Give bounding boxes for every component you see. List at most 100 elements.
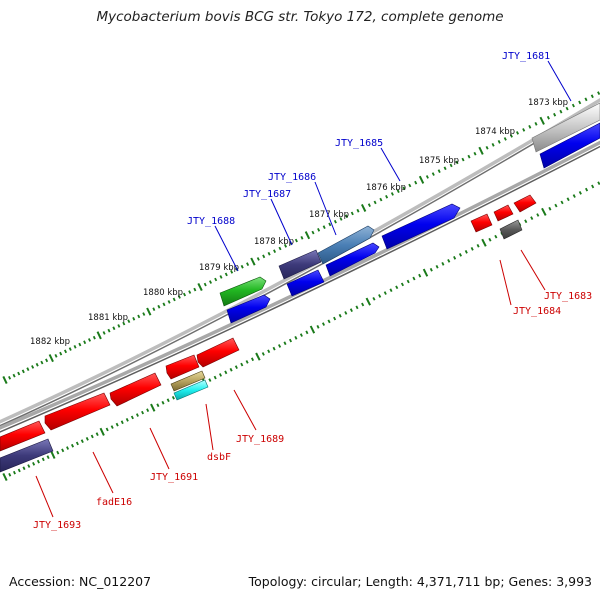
minor-tick — [355, 305, 359, 310]
minor-tick — [546, 115, 550, 120]
gene-block-red[interactable] — [109, 372, 162, 407]
gene-block-blue[interactable] — [286, 269, 325, 297]
accession-text: Accession: NC_012207 — [9, 574, 152, 589]
major-tick — [481, 238, 487, 247]
leader-lines — [35, 60, 572, 518]
minor-tick — [300, 236, 304, 240]
minor-tick — [230, 270, 234, 274]
minor-tick — [534, 122, 538, 126]
gene-block-red[interactable] — [0, 420, 46, 452]
gene-block-navy[interactable] — [0, 438, 54, 473]
minor-tick — [597, 181, 600, 186]
minor-tick — [435, 264, 439, 269]
gene-block-blue[interactable] — [226, 294, 271, 324]
gene-block-steel[interactable] — [317, 225, 375, 265]
reverse-strand-genes — [0, 194, 537, 473]
minor-tick — [21, 369, 25, 374]
minor-tick — [321, 322, 326, 326]
minor-tick — [78, 342, 82, 347]
scale-tick-track-inner — [2, 181, 600, 482]
minor-tick — [162, 302, 166, 307]
gene-block-red[interactable] — [44, 392, 111, 431]
minor-tick — [59, 351, 63, 356]
minor-tick — [56, 450, 60, 455]
tick-label: 1876 kbp — [366, 183, 406, 193]
minor-tick — [578, 190, 582, 195]
minor-tick — [488, 237, 492, 242]
minor-tick — [161, 400, 165, 405]
minor-tick — [322, 225, 326, 229]
minor-tick — [509, 134, 513, 138]
minor-tick — [294, 336, 298, 340]
minor-tick — [110, 425, 114, 429]
minor-tick — [8, 473, 12, 477]
minor-tick — [548, 206, 552, 211]
gene-label-reverse[interactable]: JTY_1693 — [33, 520, 81, 531]
minor-tick — [83, 340, 87, 345]
minor-tick — [591, 184, 595, 189]
minor-tick — [157, 304, 161, 309]
minor-tick — [32, 462, 36, 466]
major-tick — [422, 268, 429, 277]
minor-tick — [288, 338, 293, 343]
minor-tick — [73, 345, 77, 349]
minor-tick — [278, 344, 282, 348]
minor-tick — [75, 441, 79, 446]
minor-tick — [578, 100, 582, 105]
gene-block-green[interactable] — [219, 276, 267, 307]
minor-tick — [213, 375, 217, 380]
minor-tick — [584, 97, 588, 102]
gene-block-red[interactable] — [196, 337, 240, 368]
gene-block-blue[interactable] — [325, 242, 380, 277]
minor-tick — [412, 276, 416, 281]
gene-label-forward[interactable]: JTY_1686 — [268, 172, 316, 183]
minor-tick — [396, 189, 400, 193]
minor-tick — [40, 360, 44, 365]
major-tick — [304, 231, 311, 240]
gene-block-blue[interactable] — [539, 122, 600, 169]
gene-label-forward[interactable]: JTY_1681 — [502, 51, 550, 62]
minor-tick — [63, 349, 68, 354]
gene-label-reverse[interactable]: dsbF — [207, 452, 231, 463]
gene-label-reverse[interactable]: JTY_1683 — [544, 291, 592, 302]
gene-label-forward[interactable]: JTY_1685 — [335, 138, 383, 149]
major-tick — [96, 331, 102, 340]
minor-tick — [390, 192, 394, 196]
minor-tick — [166, 398, 170, 403]
minor-tick — [497, 140, 501, 144]
gene-block-khaki[interactable] — [170, 370, 206, 392]
minor-tick — [414, 180, 418, 185]
minor-tick — [12, 470, 16, 475]
gene-block-red[interactable] — [470, 213, 493, 233]
gene-label-reverse[interactable]: JTY_1684 — [513, 306, 561, 317]
minor-tick — [333, 316, 337, 321]
minor-tick — [262, 254, 266, 259]
minor-tick — [12, 373, 16, 378]
genome-backbone — [0, 97, 600, 433]
minor-tick — [66, 446, 70, 450]
gene-label-reverse[interactable]: JTY_1689 — [236, 434, 284, 445]
gene-block-red[interactable] — [513, 194, 537, 213]
minor-tick — [68, 347, 72, 351]
minor-tick — [418, 273, 422, 278]
gene-label-reverse[interactable]: fadE16 — [96, 497, 132, 508]
minor-tick — [95, 432, 99, 436]
gene-label-reverse[interactable]: JTY_1691 — [150, 472, 198, 483]
gene-block-navy[interactable] — [278, 249, 322, 280]
gene-block-silver[interactable] — [531, 102, 600, 153]
gene-block-grey[interactable] — [499, 219, 523, 240]
minor-tick — [130, 415, 134, 420]
major-tick — [2, 375, 8, 385]
gene-label-forward[interactable]: JTY_1688 — [187, 216, 235, 227]
gene-block-red[interactable] — [493, 204, 514, 222]
minor-tick — [8, 376, 12, 380]
minor-tick — [283, 244, 288, 248]
minor-tick — [406, 279, 410, 284]
minor-tick — [152, 307, 156, 311]
minor-tick — [344, 311, 348, 315]
gene-block-blue[interactable] — [381, 203, 461, 250]
minor-tick — [345, 214, 349, 219]
gene-block-cyan[interactable] — [173, 379, 209, 401]
gene-block-red[interactable] — [165, 354, 200, 380]
gene-label-forward[interactable]: JTY_1687 — [243, 189, 291, 200]
